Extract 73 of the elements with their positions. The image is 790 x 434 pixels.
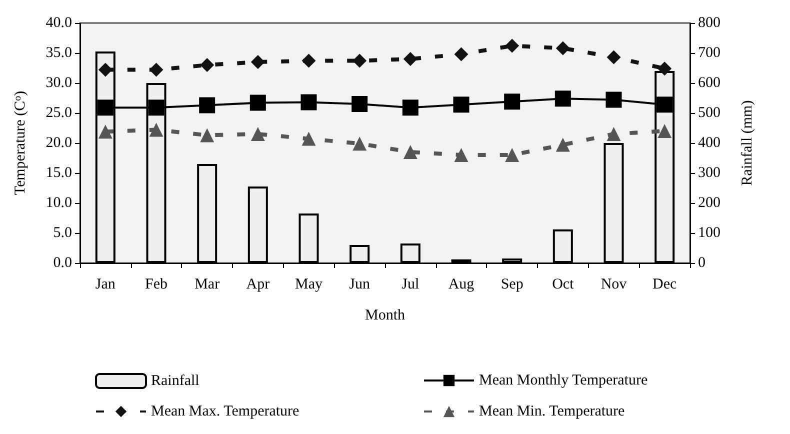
- point: [98, 124, 112, 139]
- point: [658, 124, 672, 138]
- point: [250, 94, 266, 111]
- y-tick-label: 40.0: [46, 15, 72, 31]
- x-tick-label: Sep: [500, 276, 524, 292]
- point: [97, 100, 114, 116]
- y2-tick-label: 0: [698, 255, 706, 271]
- x-tick-label: Mar: [194, 276, 220, 292]
- x-tick-label: Aug: [448, 276, 475, 292]
- point: [300, 94, 317, 110]
- y2-tick-label: 800: [698, 15, 720, 31]
- point: [505, 38, 520, 53]
- x-tick-label: Dec: [652, 276, 677, 292]
- point: [656, 96, 673, 113]
- point: [556, 138, 570, 152]
- y2-tick-label: 500: [698, 105, 720, 121]
- point: [149, 62, 164, 77]
- y2-tick-label: 300: [698, 165, 720, 181]
- point: [148, 100, 164, 116]
- legend-label: Mean Max. Temperature: [151, 404, 300, 420]
- x-tick-label: Oct: [552, 276, 575, 292]
- point: [606, 50, 621, 64]
- point: [302, 132, 316, 146]
- y2-tick-label: 100: [698, 225, 720, 241]
- x-tick-label: May: [295, 276, 323, 292]
- point: [504, 94, 520, 110]
- point: [149, 122, 164, 137]
- point: [352, 54, 367, 68]
- x-tick-label: Jun: [349, 276, 370, 292]
- y2-axis-title: Rainfall (mm): [740, 100, 756, 186]
- y-tick-label: 15.0: [46, 165, 72, 181]
- y2-tick-label: 400: [698, 135, 720, 151]
- y-tick-label: 20.0: [46, 135, 72, 151]
- y2-tick-label: 700: [698, 45, 720, 61]
- point: [403, 52, 418, 66]
- y-tick-label: 35.0: [46, 45, 72, 61]
- point: [199, 97, 216, 114]
- y-tick-label: 10.0: [46, 195, 72, 211]
- point: [200, 58, 214, 72]
- legend-label: Mean Monthly Temperature: [479, 372, 648, 388]
- x-tick-label: Jan: [95, 276, 116, 292]
- y-tick-label: 30.0: [46, 75, 72, 91]
- y-tick-label: 5.0: [53, 225, 72, 241]
- point: [556, 41, 570, 56]
- point: [606, 127, 621, 141]
- point: [98, 62, 112, 77]
- point: [250, 127, 265, 141]
- point: [352, 136, 367, 151]
- x-tick-label: Apr: [246, 276, 270, 292]
- y-axis-title: Temperature (Co): [12, 90, 28, 196]
- x-tick-label: Jul: [402, 276, 420, 292]
- point: [402, 100, 418, 116]
- y-tick-label: 0.0: [53, 255, 72, 271]
- point: [554, 90, 571, 107]
- x-tick-label: Feb: [145, 276, 168, 292]
- point: [200, 128, 214, 142]
- point: [658, 62, 672, 76]
- y2-tick-label: 200: [698, 195, 720, 211]
- point: [453, 96, 470, 113]
- x-axis-title: Month: [364, 308, 406, 324]
- point: [352, 96, 368, 112]
- point: [250, 55, 265, 69]
- y-tick-label: 25.0: [46, 105, 72, 121]
- point: [302, 54, 316, 68]
- point: [454, 47, 468, 62]
- x-tick-label: Nov: [600, 276, 628, 292]
- legend-label: Mean Min. Temperature: [479, 404, 626, 420]
- point: [606, 92, 622, 108]
- point: [403, 145, 418, 159]
- point: [454, 148, 468, 162]
- y2-tick-label: 600: [698, 75, 720, 91]
- legend-label: Rainfall: [151, 373, 200, 389]
- point: [505, 148, 520, 162]
